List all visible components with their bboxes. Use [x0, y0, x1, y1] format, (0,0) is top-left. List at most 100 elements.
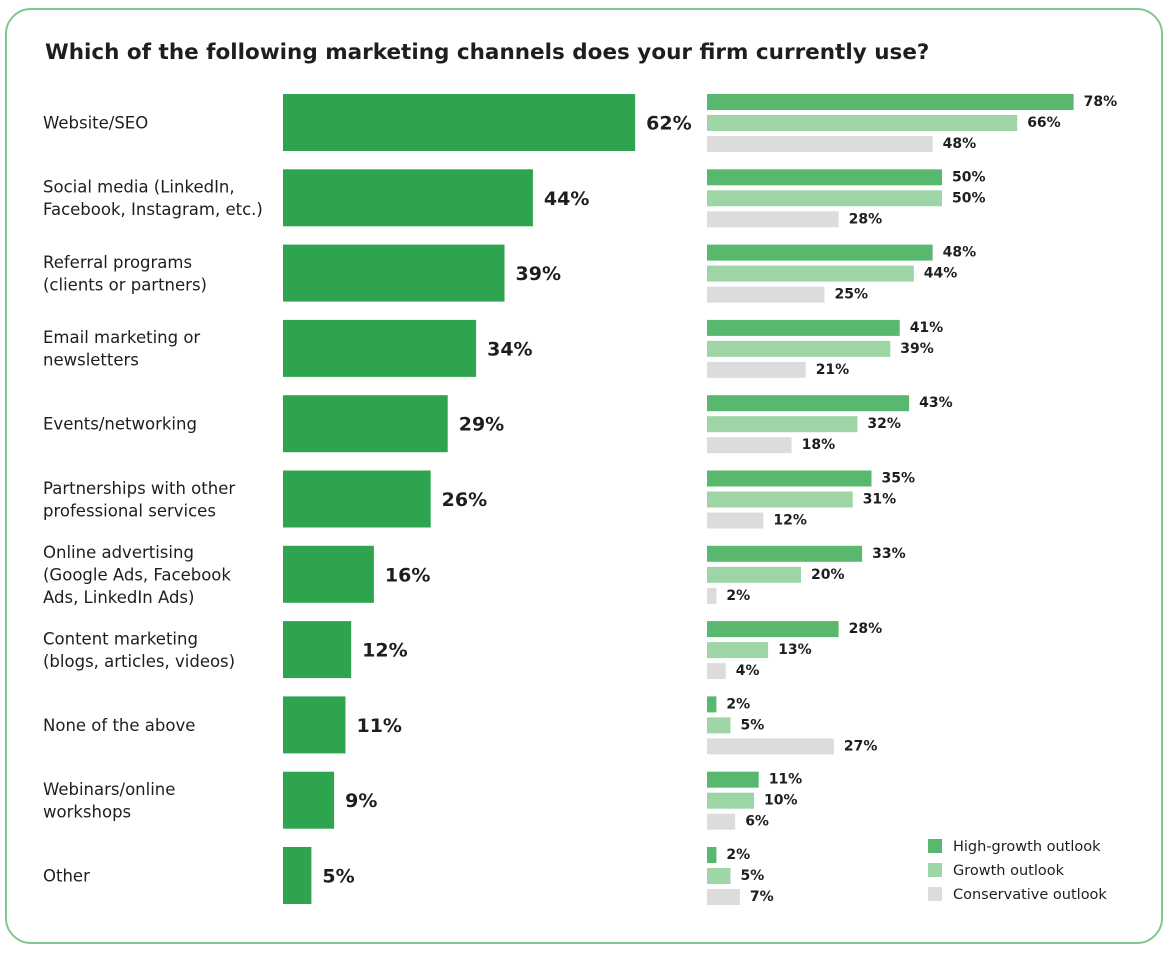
overall-value-label: 29%: [459, 414, 504, 436]
segment-bar: [707, 771, 759, 788]
category-label: Facebook, Instagram, etc.): [43, 200, 263, 219]
segment-value-label: 25%: [835, 287, 869, 303]
segment-value-label: 2%: [726, 847, 750, 863]
overall-bar: [283, 470, 431, 528]
overall-bar: [283, 169, 533, 227]
category-label: Social media (LinkedIn,: [43, 178, 235, 197]
segment-value-label: 48%: [943, 136, 977, 152]
overall-value-label: 44%: [544, 188, 589, 210]
segment-bar: [707, 265, 914, 282]
segment-bar: [707, 340, 891, 357]
overall-bar: [283, 771, 335, 829]
segment-value-label: 5%: [741, 717, 765, 733]
segment-value-label: 66%: [1027, 115, 1061, 131]
segment-value-label: 4%: [736, 663, 760, 679]
overall-value-label: 62%: [646, 113, 691, 135]
segment-value-label: 12%: [773, 513, 807, 529]
segment-value-label: 13%: [778, 642, 812, 658]
overall-value-label: 34%: [487, 338, 532, 360]
overall-value-label: 39%: [516, 263, 561, 285]
segment-value-label: 6%: [745, 814, 769, 830]
segment-value-label: 11%: [769, 772, 803, 788]
segment-value-label: 78%: [1084, 94, 1118, 110]
legend-swatch: [928, 863, 942, 877]
overall-value-label: 16%: [385, 564, 430, 586]
category-label: Online advertising: [43, 543, 194, 562]
segment-bar: [707, 470, 872, 487]
overall-value-label: 11%: [356, 715, 401, 737]
segment-bar: [707, 169, 942, 186]
segment-bar: [707, 696, 717, 713]
segment-value-label: 50%: [952, 169, 986, 185]
segment-bar: [707, 286, 825, 303]
segment-bar: [707, 395, 910, 412]
segment-bar: [707, 361, 806, 378]
overall-bar: [283, 545, 374, 603]
segment-value-label: 27%: [844, 738, 878, 754]
segment-value-label: 18%: [802, 437, 836, 453]
segment-value-label: 31%: [863, 492, 897, 508]
segment-bar: [707, 115, 1018, 131]
category-label: Other: [43, 867, 90, 886]
segment-bar: [707, 738, 834, 755]
category-label: (blogs, articles, videos): [43, 652, 235, 671]
segment-value-label: 21%: [816, 362, 850, 378]
segment-bar: [707, 211, 839, 228]
legend-label: High-growth outlook: [953, 839, 1101, 855]
segment-bar: [707, 512, 764, 529]
overall-bar: [283, 94, 636, 151]
segment-value-label: 32%: [867, 416, 901, 432]
segment-value-label: 43%: [919, 395, 953, 411]
category-label: (clients or partners): [43, 275, 207, 294]
segment-value-label: 20%: [811, 567, 845, 583]
overall-bar: [283, 696, 346, 754]
segment-bar: [707, 136, 933, 152]
segment-bar: [707, 717, 731, 734]
category-label: Content marketing: [43, 629, 198, 648]
category-label: (Google Ads, Facebook: [43, 565, 231, 584]
category-label: professional services: [43, 501, 216, 520]
legend-label: Conservative outlook: [953, 887, 1107, 903]
segment-value-label: 28%: [849, 211, 883, 227]
chart-card: [5, 8, 1163, 944]
overall-value-label: 26%: [442, 489, 487, 511]
category-label: Ads, LinkedIn Ads): [43, 588, 194, 607]
segment-bar: [707, 244, 933, 261]
overall-bar: [283, 847, 312, 904]
overall-value-label: 9%: [345, 790, 377, 812]
overall-bar: [283, 395, 448, 453]
segment-bar: [707, 889, 740, 905]
category-label: None of the above: [43, 716, 195, 735]
segment-bar: [707, 868, 731, 884]
segment-value-label: 28%: [849, 621, 883, 637]
segment-bar: [707, 437, 792, 454]
overall-bar: [283, 319, 477, 377]
segment-value-label: 2%: [726, 588, 750, 604]
category-label: Email marketing or: [43, 328, 200, 347]
legend-label: Growth outlook: [953, 863, 1065, 879]
category-label: Webinars/online: [43, 780, 175, 799]
overall-value-label: 5%: [322, 866, 354, 888]
category-label: Website/SEO: [43, 114, 148, 133]
segment-value-label: 44%: [924, 266, 958, 282]
segment-bar: [707, 545, 863, 562]
legend-swatch: [928, 887, 942, 901]
segment-bar: [707, 587, 717, 604]
segment-bar: [707, 663, 726, 680]
legend-swatch: [928, 839, 942, 853]
overall-bar: [283, 244, 505, 302]
segment-value-label: 10%: [764, 793, 798, 809]
segment-value-label: 39%: [900, 341, 934, 357]
segment-value-label: 41%: [910, 320, 944, 336]
chart-title: Which of the following marketing channel…: [45, 40, 930, 65]
category-label: newsletters: [43, 351, 139, 370]
segment-bar: [707, 642, 769, 659]
segment-value-label: 48%: [943, 245, 977, 261]
segment-bar: [707, 566, 801, 583]
segment-bar: [707, 813, 736, 830]
category-label: Events/networking: [43, 415, 197, 434]
overall-bar: [283, 621, 352, 679]
segment-bar: [707, 847, 717, 863]
category-label: workshops: [43, 802, 131, 821]
